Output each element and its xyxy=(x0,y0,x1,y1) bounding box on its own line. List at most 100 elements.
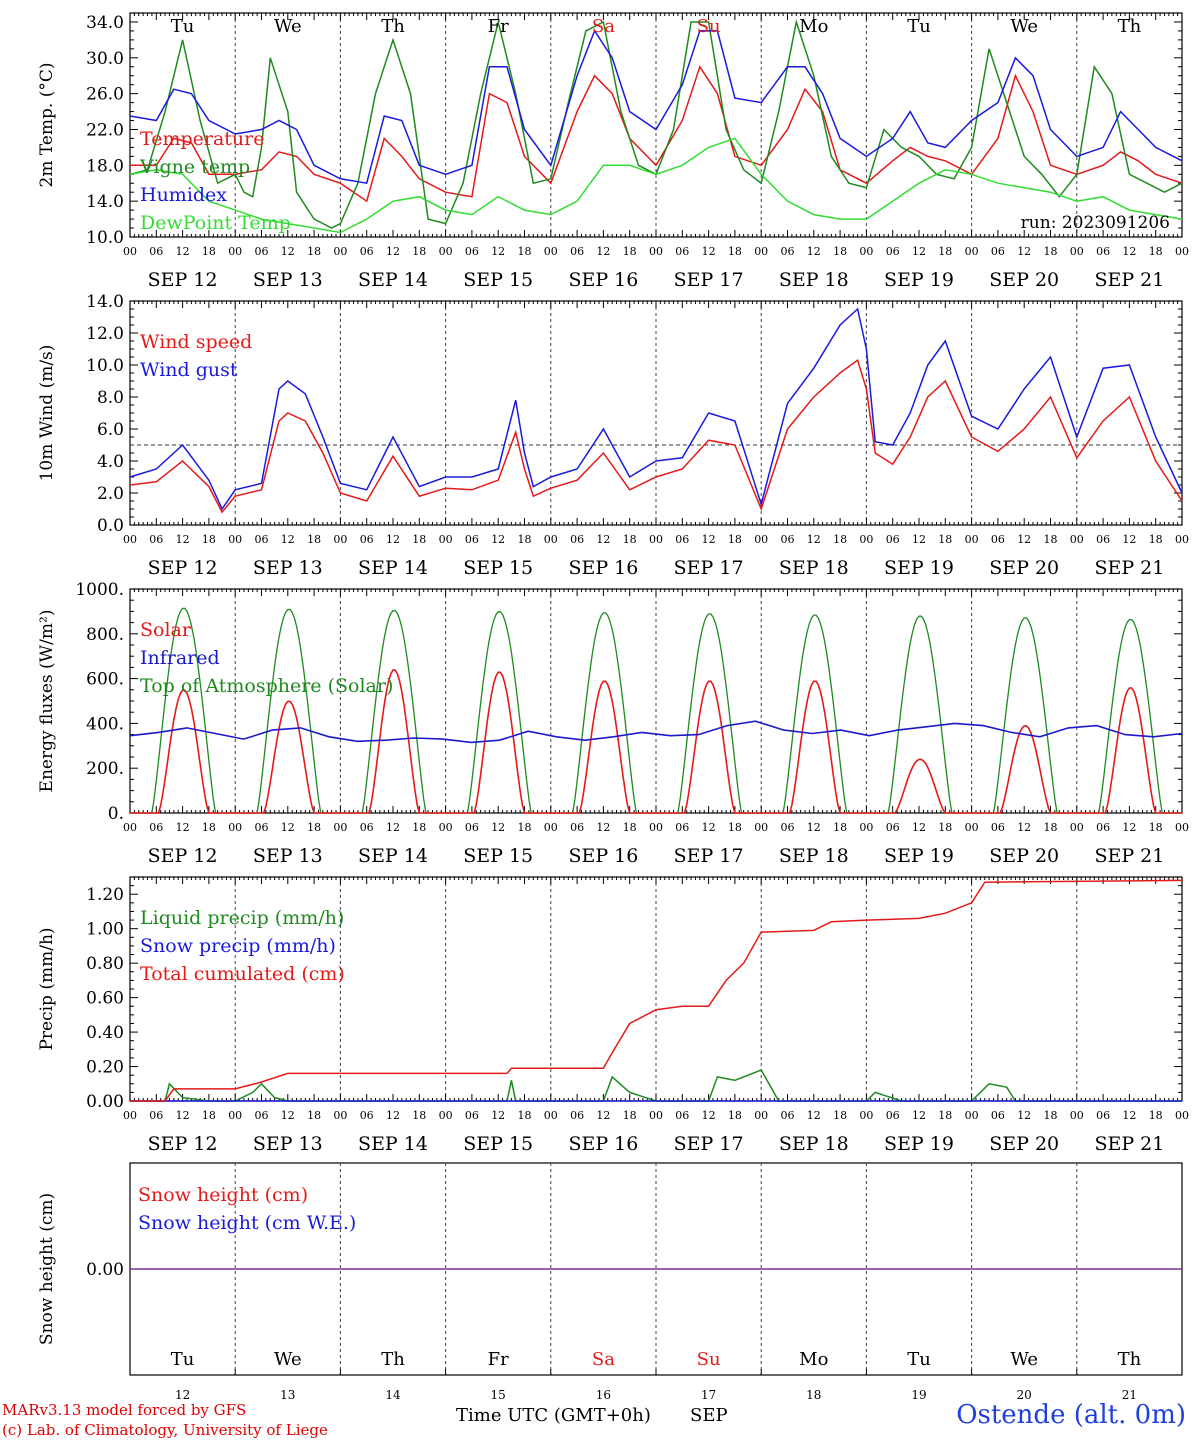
x-date-label: SEP 16 xyxy=(568,269,638,291)
x-hour-label: 06 xyxy=(886,245,900,258)
x-hour-label: 06 xyxy=(360,821,374,834)
day-number-label: 16 xyxy=(596,1388,611,1402)
x-hour-label: 18 xyxy=(202,1109,216,1122)
y-tick-label: 800. xyxy=(86,625,124,645)
credit-line-1: MARv3.13 model forced by GFS xyxy=(2,1401,247,1419)
x-hour-label: 06 xyxy=(675,1109,689,1122)
legend-entry: Top of Atmosphere (Solar) xyxy=(140,675,393,697)
x-hour-label: 18 xyxy=(518,533,532,546)
x-hour-label: 12 xyxy=(1122,1109,1136,1122)
x-hour-label: 12 xyxy=(702,245,716,258)
x-hour-label: 12 xyxy=(1122,821,1136,834)
legend-entry: Liquid precip (mm/h) xyxy=(140,907,344,929)
y-tick-label: 26.0 xyxy=(86,85,124,105)
x-hour-label: 06 xyxy=(886,1109,900,1122)
x-hour-label: 18 xyxy=(833,821,847,834)
series-temperature-line xyxy=(130,65,1183,203)
x-hour-label: 12 xyxy=(1017,1109,1031,1122)
x-hour-label: 00 xyxy=(965,1109,979,1122)
series-vigne-temp-line xyxy=(129,19,1183,229)
day-name-label: Su xyxy=(697,1349,721,1370)
x-hour-label: 06 xyxy=(360,245,374,258)
series-infrared-line xyxy=(129,720,1183,744)
x-date-label: SEP 19 xyxy=(884,557,954,579)
x-hour-label: 06 xyxy=(1096,533,1110,546)
day-number-label: 18 xyxy=(806,1388,821,1402)
day-name-label: Fr xyxy=(488,1349,509,1370)
x-hour-label: 18 xyxy=(1044,245,1058,258)
x-hour-label: 00 xyxy=(228,821,242,834)
day-name-label: Tu xyxy=(171,1349,195,1370)
time-axis-label: Time UTC (GMT+0h) xyxy=(456,1405,651,1426)
x-hour-label: 12 xyxy=(281,533,295,546)
x-hour-label: 06 xyxy=(991,245,1005,258)
x-hour-label: 12 xyxy=(491,1109,505,1122)
x-hour-label: 00 xyxy=(1070,245,1084,258)
x-hour-label: 12 xyxy=(912,1109,926,1122)
y-tick-label: 1.20 xyxy=(86,885,124,905)
y-axis-label: 10m Wind (m/s) xyxy=(37,345,57,482)
x-hour-label: 00 xyxy=(1070,1109,1084,1122)
day-name-label: We xyxy=(274,1349,302,1370)
x-date-label: SEP 19 xyxy=(884,845,954,867)
x-hour-label: 00 xyxy=(544,533,558,546)
x-hour-label: 18 xyxy=(728,245,742,258)
legend-entry: Humidex xyxy=(140,184,227,206)
x-date-label: SEP 14 xyxy=(358,1133,428,1155)
y-tick-label: 6.0 xyxy=(97,420,124,440)
x-hour-label: 00 xyxy=(228,1109,242,1122)
x-hour-label: 00 xyxy=(544,245,558,258)
x-hour-label: 12 xyxy=(1017,245,1031,258)
x-hour-label: 12 xyxy=(702,821,716,834)
x-hour-label: 06 xyxy=(886,533,900,546)
y-tick-label: 600. xyxy=(86,670,124,690)
y-tick-label: 10.0 xyxy=(86,228,124,248)
x-hour-label: 18 xyxy=(833,1109,847,1122)
x-date-label: SEP 18 xyxy=(779,269,849,291)
x-hour-label: 00 xyxy=(333,821,347,834)
x-hour-label: 18 xyxy=(623,821,637,834)
day-name-label: Sa xyxy=(592,1349,615,1370)
x-hour-label: 12 xyxy=(176,1109,190,1122)
x-date-label: SEP 13 xyxy=(253,845,323,867)
x-hour-label: 12 xyxy=(386,1109,400,1122)
legend-entry: Infrared xyxy=(140,647,220,669)
x-date-label: SEP 15 xyxy=(463,845,533,867)
x-hour-label: 00 xyxy=(1175,821,1189,834)
x-date-label: SEP 21 xyxy=(1094,269,1164,291)
x-hour-label: 06 xyxy=(465,1109,479,1122)
x-hour-label: 12 xyxy=(386,821,400,834)
x-hour-label: 06 xyxy=(781,1109,795,1122)
run-annotation: run: 2023091206 xyxy=(1021,213,1170,233)
legend-entry: Snow height (cm W.E.) xyxy=(138,1212,356,1234)
legend-entry: Wind gust xyxy=(140,359,238,381)
x-hour-label: 00 xyxy=(859,1109,873,1122)
x-hour-label: 06 xyxy=(465,821,479,834)
x-hour-label: 12 xyxy=(491,821,505,834)
x-hour-label: 00 xyxy=(1175,1109,1189,1122)
legend-entry: Snow precip (mm/h) xyxy=(140,935,336,957)
x-date-label: SEP 20 xyxy=(989,845,1059,867)
x-date-label: SEP 17 xyxy=(674,845,744,867)
x-hour-label: 12 xyxy=(912,245,926,258)
x-hour-label: 12 xyxy=(807,245,821,258)
day-name-label: Th xyxy=(1118,16,1142,37)
x-hour-label: 12 xyxy=(807,821,821,834)
x-hour-label: 00 xyxy=(859,533,873,546)
x-hour-label: 12 xyxy=(1017,533,1031,546)
x-hour-label: 18 xyxy=(1044,1109,1058,1122)
x-hour-label: 18 xyxy=(518,245,532,258)
x-hour-label: 00 xyxy=(333,245,347,258)
x-hour-label: 00 xyxy=(754,1109,768,1122)
x-hour-label: 18 xyxy=(307,1109,321,1122)
y-tick-label: 1.00 xyxy=(86,920,124,940)
x-hour-label: 18 xyxy=(623,1109,637,1122)
x-hour-label: 18 xyxy=(307,533,321,546)
day-name-label: Sa xyxy=(592,16,615,37)
day-name-label: Tu xyxy=(907,1349,931,1370)
y-axis-label: 2m Temp. (°C) xyxy=(37,62,57,187)
y-axis-label: Snow height (cm) xyxy=(37,1193,57,1345)
x-hour-label: 06 xyxy=(360,533,374,546)
x-hour-label: 00 xyxy=(1175,533,1189,546)
x-hour-label: 06 xyxy=(255,533,269,546)
